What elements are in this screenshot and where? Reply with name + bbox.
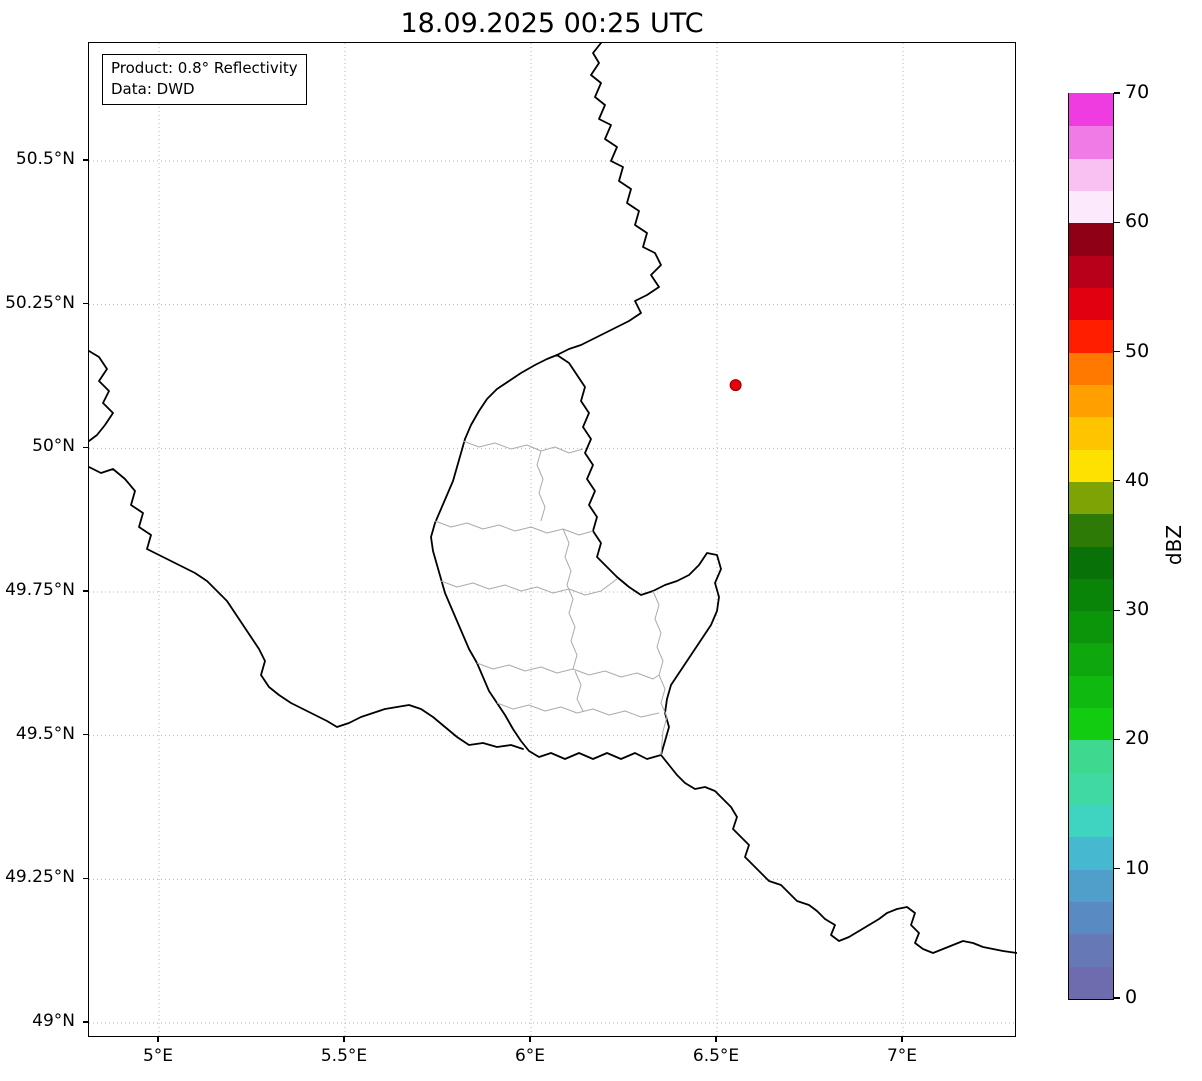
x-tick-mark [715,1037,717,1042]
colorbar-segment [1069,190,1113,224]
colorbar-tick-label: 40 [1125,468,1150,491]
colorbar [1068,93,1114,1000]
colorbar-tick-label: 60 [1125,210,1150,233]
radar-location-dot [729,379,742,392]
map-canvas [89,43,1017,1038]
regional-border-path [440,578,618,596]
y-tick-label: 49.25°N [5,867,75,888]
colorbar-gradient [1069,93,1113,999]
colorbar-tick-label: 20 [1125,727,1150,750]
colorbar-segment [1069,739,1113,773]
x-tick-label: 7°E [886,1046,918,1066]
colorbar-tick-label: 10 [1125,856,1150,879]
y-tick-mark [83,159,88,161]
colorbar-segment [1069,352,1113,385]
colorbar-segment [1069,578,1113,612]
colorbar-segment [1069,675,1113,709]
y-tick-label: 49.75°N [5,579,75,600]
regional-border-path [462,440,584,454]
y-tick-mark [83,590,88,592]
colorbar-segment [1069,158,1113,191]
colorbar-tick-label: 0 [1125,986,1138,1008]
colorbar-segment [1069,707,1113,741]
colorbar-tick-mark [1113,868,1120,870]
regional-border-path [476,662,660,680]
x-tick-mark [529,1037,531,1042]
map-plot-area: Product: 0.8° Reflectivity Data: DWD [88,42,1017,1038]
y-tick-label: 49°N [32,1011,75,1031]
colorbar-tick-label: 30 [1125,598,1150,621]
colorbar-segment [1069,836,1113,870]
country-border-path [430,354,722,760]
colorbar-segment [1069,642,1113,676]
colorbar-axis-label: dBZ [1162,524,1186,566]
country-border-path [89,466,524,750]
x-tick-mark [901,1037,903,1042]
x-tick-mark [343,1037,345,1042]
colorbar-segment [1069,319,1113,353]
colorbar-segment [1069,449,1113,482]
colorbar-segment [1069,772,1113,806]
colorbar-segment [1069,416,1113,450]
country-border-path [89,350,114,442]
x-tick-label: 6.5°E [692,1046,740,1066]
colorbar-segment [1069,287,1113,321]
colorbar-tick-label: 50 [1125,339,1150,362]
colorbar-segment [1069,804,1113,838]
colorbar-segment [1069,93,1113,127]
figure-title: 18.09.2025 00:25 UTC [400,8,704,39]
product-info-box: Product: 0.8° Reflectivity Data: DWD [102,54,307,105]
x-tick-label: 5°E [142,1046,174,1066]
colorbar-segment [1069,610,1113,644]
regional-border-path [496,702,660,718]
y-tick-mark [83,1021,88,1023]
country-border-path [556,43,662,356]
x-tick-label: 6°E [514,1046,546,1066]
data-source-label: Data: DWD [111,80,195,98]
regional-border-path [574,670,584,712]
colorbar-tick-mark [1113,609,1120,611]
x-tick-label: 5.5°E [320,1046,368,1066]
regional-border-path [434,520,594,536]
colorbar-segment [1069,513,1113,547]
colorbar-segment [1069,545,1113,579]
colorbar-tick-label: 70 [1125,81,1150,103]
colorbar-tick-mark [1113,221,1120,223]
colorbar-tick-mark [1113,350,1120,353]
y-tick-mark [83,877,88,879]
colorbar-segment [1069,966,1113,999]
colorbar-segment [1069,481,1113,515]
y-tick-label: 50.5°N [15,148,75,169]
product-label: Product: 0.8° Reflectivity [111,59,298,77]
y-tick-mark [83,303,88,305]
colorbar-tick-mark [1113,480,1120,482]
y-tick-mark [83,446,88,448]
colorbar-segment [1069,933,1113,967]
y-tick-label: 50.25°N [5,292,75,313]
x-tick-mark [157,1037,159,1042]
y-tick-label: 50°N [32,436,75,457]
colorbar-segment [1069,222,1113,256]
y-tick-label: 49.5°N [15,723,75,744]
regional-border-path [562,528,578,670]
colorbar-segment [1069,869,1113,903]
colorbar-segment [1069,255,1113,288]
country-border-path [660,754,1017,954]
colorbar-segment [1069,384,1113,418]
colorbar-tick-mark [1113,92,1120,94]
colorbar-segment [1069,901,1113,935]
colorbar-tick-mark [1113,738,1120,741]
regional-border-path [536,450,546,522]
colorbar-tick-mark [1113,997,1120,999]
colorbar-segment [1069,125,1113,159]
regional-border-path [652,590,668,756]
y-tick-mark [83,734,88,736]
